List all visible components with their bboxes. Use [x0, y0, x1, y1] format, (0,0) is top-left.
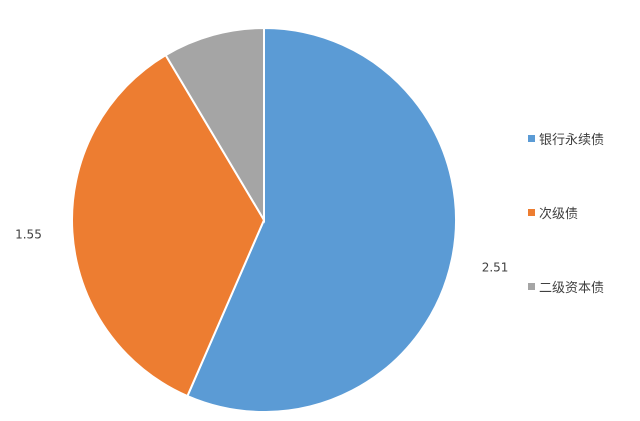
- data-label: 1.55: [15, 228, 42, 242]
- pie-slices: [71, 26, 457, 413]
- legend-swatch: [528, 134, 535, 142]
- legend-label: 次级债: [539, 206, 579, 222]
- legend-item-tier2-capital-bond: 二级资本债: [528, 276, 604, 296]
- legend-label: 二级资本债: [539, 280, 605, 296]
- legend-label: 银行永续债: [539, 132, 605, 148]
- legend-item-subordinated-bond: 次级债: [528, 202, 604, 222]
- legend-swatch: [528, 282, 535, 290]
- slice-tier2-capital-bond: [164, 26, 265, 224]
- pie-data-labels: 2.511.550.38: [15, 228, 509, 275]
- data-label: 2.51: [482, 261, 509, 275]
- legend: 银行永续债 次级债 二级资本债: [528, 128, 604, 350]
- legend-item-bank-perpetual-bond: 银行永续债: [528, 128, 604, 148]
- legend-swatch: [528, 208, 535, 216]
- slice-bank-perpetual-bond: [186, 26, 457, 413]
